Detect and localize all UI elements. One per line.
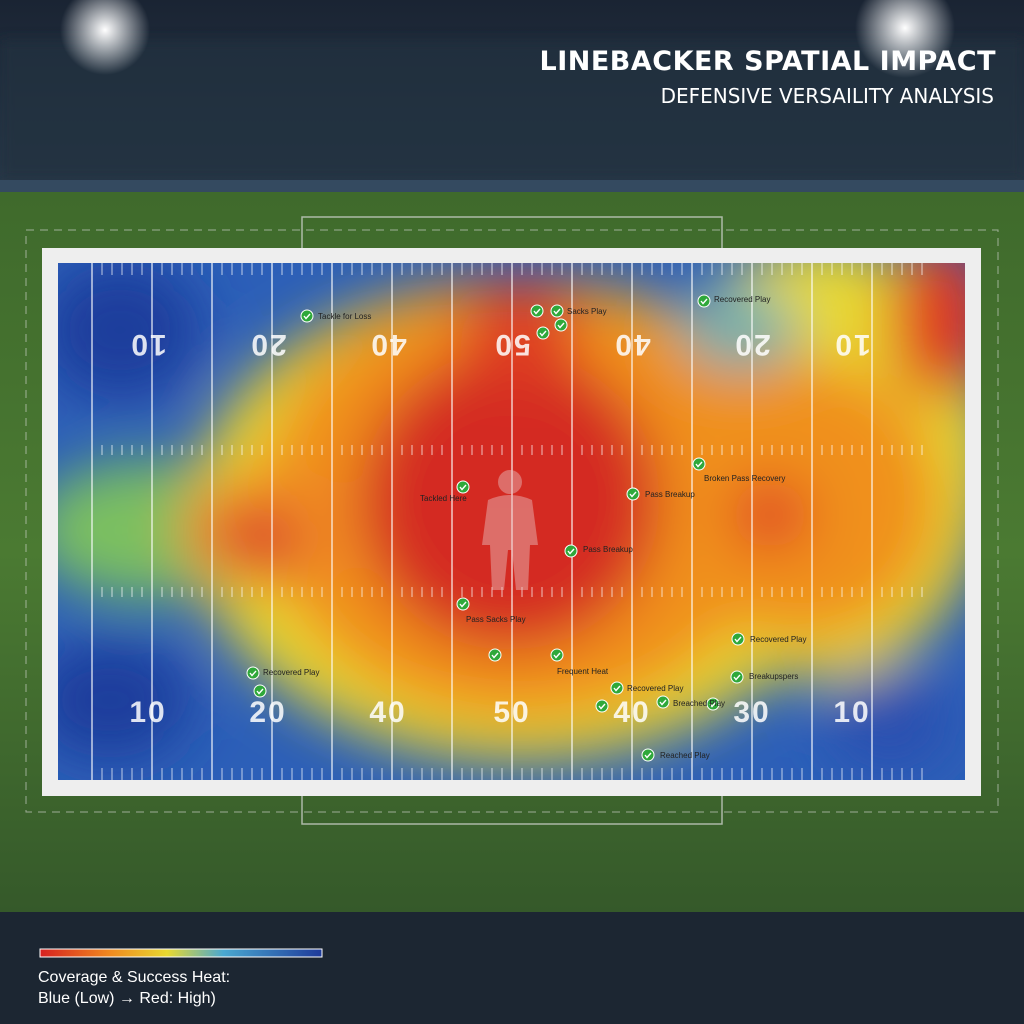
stadium-light (60, 0, 150, 75)
check-tick (598, 703, 606, 710)
play-label: Reached Play (660, 751, 710, 760)
check-icon (554, 318, 568, 332)
check-icon (626, 487, 640, 501)
wall (0, 180, 1024, 192)
check-icon (730, 670, 744, 684)
play-label: Recovered Play (627, 684, 683, 693)
check-tick (303, 313, 311, 320)
play-label: Tackle for Loss (318, 312, 371, 321)
check-icon (697, 294, 711, 308)
play-label: Recovered Play (750, 635, 806, 644)
legend-title: Coverage & Success Heat: (38, 969, 230, 986)
check-icon (253, 684, 267, 698)
yard-number: 40 (369, 328, 406, 361)
play-label: Broken Pass Recovery (704, 474, 785, 483)
check-icon (656, 695, 670, 709)
check-tick (629, 491, 637, 498)
play-label: Sacks Play (567, 307, 607, 316)
yard-number: 20 (249, 328, 286, 361)
check-icon (300, 309, 314, 323)
check-tick (644, 752, 652, 759)
check-tick (695, 461, 703, 468)
check-tick (491, 652, 499, 659)
play-markers: Tackle for Loss Sacks Play Recovered Play B… (246, 294, 806, 762)
yard-number: 40 (369, 696, 406, 729)
check-tick (700, 298, 708, 305)
check-tick (256, 688, 264, 695)
check-icon (456, 480, 470, 494)
heatmap (58, 263, 965, 780)
yard-number: 30 (733, 696, 770, 729)
check-tick (553, 652, 561, 659)
check-icon (536, 326, 550, 340)
yard-number: 10 (129, 328, 166, 361)
check-icon (595, 699, 609, 713)
legend-gradient (39, 948, 323, 958)
check-tick (533, 308, 541, 315)
check-icon (488, 648, 502, 662)
check-icon (530, 304, 544, 318)
check-icon (456, 597, 470, 611)
check-icon (610, 681, 624, 695)
check-tick (734, 636, 742, 643)
check-icon (564, 544, 578, 558)
title: LINEBACKER SPATIAL IMPACT (539, 46, 996, 77)
check-tick (539, 330, 547, 337)
check-tick (249, 670, 257, 677)
check-tick (613, 685, 621, 692)
check-tick (459, 484, 467, 491)
check-tick (557, 322, 565, 329)
play-label: Recovered Play (714, 295, 770, 304)
check-tick (709, 701, 717, 708)
yard-number: 40 (613, 696, 650, 729)
play-label: Pass Sacks Play (466, 615, 526, 624)
yard-lines: 10 20 40 50 40 20 10 10 20 40 50 40 30 10 (91, 263, 923, 780)
check-icon (550, 304, 564, 318)
play-label: Breakupspers (749, 672, 798, 681)
check-icon (692, 457, 706, 471)
play-label: Tackled Here (420, 494, 467, 503)
crowd (0, 40, 1024, 180)
check-icon (706, 697, 720, 711)
dashed-border (25, 229, 999, 813)
stadium-light (855, 0, 955, 78)
play-label: Pass Breakup (645, 490, 695, 499)
check-icon (246, 666, 260, 680)
play-label: Recovered Play (263, 668, 319, 677)
subtitle: DEFENSIVE VERSAILITY ANALYSIS (661, 84, 994, 108)
yard-number: 10 (833, 696, 870, 729)
check-tick (553, 308, 561, 315)
yard-number: 20 (733, 328, 770, 361)
play-label: Frequent Heat (557, 667, 609, 676)
yard-number: 20 (249, 696, 286, 729)
check-icon (641, 748, 655, 762)
check-tick (659, 699, 667, 706)
play-label: Pass Breakup (583, 545, 633, 554)
yard-number: 40 (613, 328, 650, 361)
yard-number: 50 (493, 696, 530, 729)
yard-number: 10 (833, 328, 870, 361)
yard-number: 50 (493, 328, 530, 361)
check-tick (567, 548, 575, 555)
player-silhouette (482, 470, 538, 590)
crowd-bottom (0, 912, 1024, 1024)
play-label: Breached Play (673, 699, 725, 708)
yard-number: 10 (129, 696, 166, 729)
check-icon (550, 648, 564, 662)
legend-scale: Blue (Low) → Red: High) (38, 990, 216, 1007)
check-tick (733, 674, 741, 681)
check-icon (731, 632, 745, 646)
check-tick (459, 601, 467, 608)
